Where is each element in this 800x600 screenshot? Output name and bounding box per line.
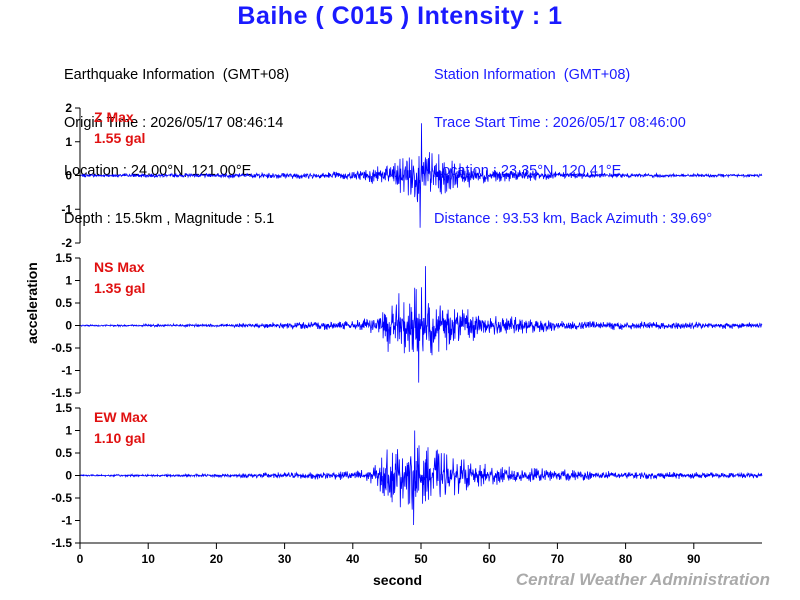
trace-start-time: Trace Start Time : 2026/05/17 08:46:00	[434, 115, 686, 131]
x-tick-label: 30	[278, 552, 292, 566]
y-tick-label-ns: 0	[65, 319, 72, 333]
y-tick-label-ew: 0	[65, 469, 72, 483]
z-max-title: Z Max	[94, 109, 134, 125]
series-line-z	[79, 123, 763, 228]
origin-time: Origin Time : 2026/05/17 08:46:14	[64, 115, 284, 131]
y-axis-label: acceleration	[24, 262, 40, 344]
y-tick-label-z: 0	[65, 169, 72, 183]
agency-credit: Central Weather Administration	[515, 570, 770, 589]
y-tick-label-ns: 1	[65, 274, 72, 288]
earthquake-info: Earthquake Information (GMT+08) Origin T…	[64, 35, 289, 243]
y-tick-label-ns: -1.5	[51, 386, 72, 400]
ns-max-label: NS Max 1.35 gal	[94, 257, 145, 299]
station-info-heading: Station Information (GMT+08)	[434, 67, 631, 83]
y-tick-label-z: 2	[65, 101, 72, 115]
ew-max-label: EW Max 1.10 gal	[94, 407, 148, 449]
x-axis-label: second	[373, 572, 423, 588]
z-max-label: Z Max 1.55 gal	[94, 107, 145, 149]
y-tick-label-z: -1	[61, 202, 72, 216]
y-tick-label-ew: 0.5	[55, 446, 72, 460]
x-tick-label: 40	[346, 552, 360, 566]
series-line-ew	[79, 430, 763, 526]
y-tick-label-ew: -0.5	[51, 491, 72, 505]
x-tick-label: 70	[551, 552, 565, 566]
y-tick-label-ew: 1	[65, 424, 72, 438]
depth-magnitude: Depth : 15.5km , Magnitude : 5.1	[64, 211, 275, 227]
x-tick-label: 50	[414, 552, 428, 566]
earthquake-info-heading: Earthquake Information (GMT+08)	[64, 67, 290, 83]
ns-max-value: 1.35 gal	[94, 280, 146, 296]
x-tick-label: 80	[619, 552, 633, 566]
ns-max-title: NS Max	[94, 259, 145, 275]
z-max-value: 1.55 gal	[94, 130, 146, 146]
y-tick-label-ns: -0.5	[51, 341, 72, 355]
y-tick-label-ew: -1.5	[51, 536, 72, 550]
x-tick-label: 60	[483, 552, 497, 566]
y-tick-label-ew: 1.5	[55, 401, 72, 415]
x-tick-label: 10	[142, 552, 156, 566]
x-tick-label: 20	[210, 552, 224, 566]
y-tick-label-z: -2	[61, 236, 72, 250]
distance-azimuth: Distance : 93.53 km, Back Azimuth : 39.6…	[434, 211, 713, 227]
y-tick-label-ew: -1	[61, 514, 72, 528]
ew-max-value: 1.10 gal	[94, 430, 146, 446]
series-line-ns	[79, 266, 763, 383]
y-tick-label-ns: 0.5	[55, 296, 72, 310]
x-tick-label: 90	[687, 552, 701, 566]
x-tick-label: 0	[77, 552, 84, 566]
chart-title: Baihe ( C015 ) Intensity : 1	[237, 2, 563, 30]
y-tick-label-z: 1	[65, 135, 72, 149]
y-tick-label-ns: 1.5	[55, 251, 72, 265]
y-tick-label-ns: -1	[61, 364, 72, 378]
ew-max-title: EW Max	[94, 409, 148, 425]
